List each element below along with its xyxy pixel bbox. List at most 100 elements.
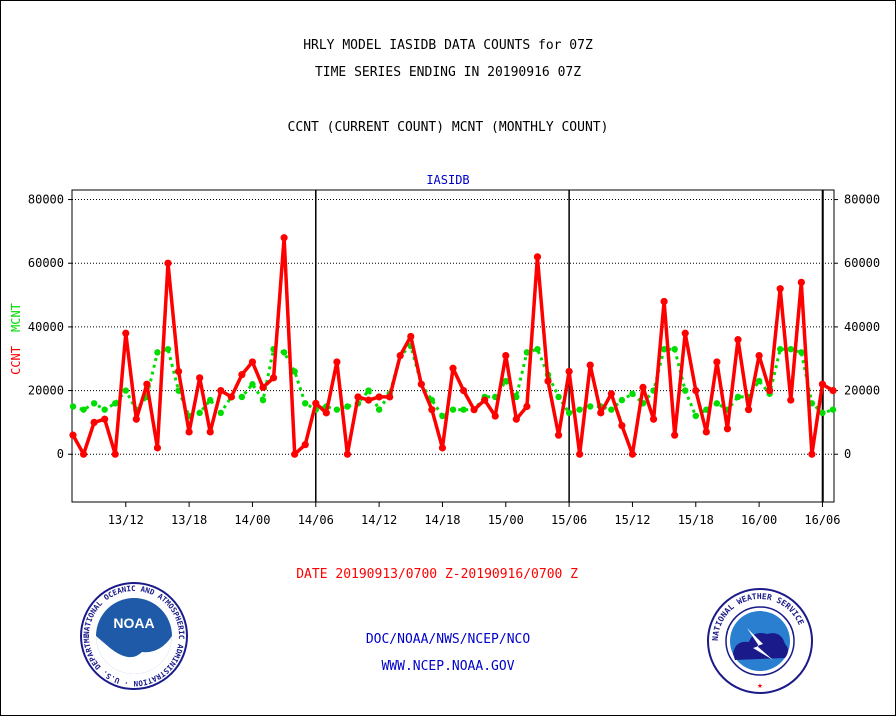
data-point-ccnt (386, 393, 394, 401)
data-point-ccnt (766, 386, 774, 395)
data-point-mcnt (618, 396, 626, 404)
data-point-ccnt (818, 380, 827, 388)
x-tick-label: 16/00 (741, 513, 777, 527)
data-point-ccnt (502, 351, 510, 360)
x-tick-label: 13/18 (171, 513, 207, 527)
data-point-ccnt (164, 259, 172, 267)
data-point-ccnt (702, 428, 710, 436)
data-point-mcnt (692, 412, 699, 420)
data-point-ccnt (206, 428, 214, 436)
data-point-mcnt (587, 403, 594, 410)
data-point-ccnt (449, 364, 457, 372)
data-point-ccnt (586, 361, 594, 369)
data-point-ccnt (280, 234, 288, 242)
data-point-ccnt (618, 421, 626, 430)
data-point-mcnt (755, 377, 763, 385)
data-point-mcnt (101, 406, 108, 413)
x-axis-label: DATE 20190913/0700 Z-20190916/0700 Z (296, 567, 578, 582)
data-point-ccnt (217, 386, 225, 395)
footer-website: WWW.NCEP.NOAA.GOV (381, 659, 515, 674)
footer-org-path: DOC/NOAA/NWS/NCEP/NCO (365, 632, 531, 647)
data-point-ccnt (322, 409, 330, 417)
data-point-mcnt (80, 406, 87, 413)
data-point-mcnt (513, 393, 520, 401)
nws-star-icon: ★ (757, 681, 763, 691)
data-point-mcnt (280, 349, 288, 356)
data-point-mcnt (154, 349, 161, 356)
data-point-ccnt (470, 406, 478, 414)
data-point-ccnt (692, 386, 700, 395)
data-point-ccnt (660, 297, 668, 306)
y-tick-label-right: 0 (844, 447, 851, 461)
data-point-ccnt (649, 415, 658, 423)
data-point-mcnt (249, 381, 256, 388)
chart-title-line-2: TIME SERIES ENDING IN 20190916 07Z (314, 65, 582, 80)
data-point-ccnt (523, 402, 531, 411)
data-point-ccnt (628, 450, 637, 458)
y-axis-label-mcnt: MCNT (9, 303, 23, 332)
data-point-ccnt (491, 412, 499, 420)
y-tick-label-left: 20000 (28, 384, 64, 398)
chart-title-line-1: HRLY MODEL IASIDB DATA COUNTS for 07Z (303, 38, 593, 53)
y-tick-label-right: 40000 (844, 320, 880, 334)
data-point-mcnt (365, 387, 372, 394)
y-tick-label-left: 80000 (28, 193, 64, 207)
data-point-ccnt (291, 450, 299, 458)
data-point-mcnt (259, 396, 267, 404)
data-point-mcnt (291, 368, 298, 375)
data-point-mcnt (333, 406, 341, 413)
data-point-ccnt (90, 418, 98, 427)
data-point-mcnt (196, 409, 203, 417)
data-point-ccnt (375, 393, 383, 401)
data-point-mcnt (523, 349, 531, 356)
data-point-mcnt (787, 345, 794, 353)
chart-subtitle: CCNT (CURRENT COUNT) MCNT (MONTHLY COUNT… (287, 120, 609, 135)
data-point-mcnt (713, 400, 721, 407)
y-axis-label-ccnt: CCNT (9, 346, 23, 375)
data-point-mcnt (777, 345, 784, 353)
data-point-ccnt (312, 399, 320, 407)
data-point-ccnt (343, 450, 352, 458)
data-point-ccnt (808, 450, 816, 458)
data-point-ccnt (734, 336, 742, 344)
data-point-ccnt (185, 428, 193, 436)
data-point-mcnt (819, 409, 826, 417)
data-point-mcnt (207, 396, 214, 404)
data-point-ccnt (744, 406, 753, 414)
data-point-mcnt (534, 345, 541, 353)
data-point-mcnt (238, 393, 246, 401)
data-point-ccnt (459, 386, 468, 395)
data-point-ccnt (787, 396, 795, 404)
data-point-ccnt (238, 371, 246, 379)
data-point-mcnt (660, 345, 668, 353)
data-point-ccnt (396, 351, 404, 360)
noaa-logo: NATIONAL OCEANIC AND ATMOSPHERIC ADMINIS… (80, 582, 188, 690)
y-tick-label-right: 80000 (844, 193, 880, 207)
data-point-mcnt (608, 406, 615, 413)
data-point-mcnt (164, 345, 172, 353)
data-point-ccnt (269, 374, 278, 382)
data-point-ccnt (143, 380, 151, 388)
data-point-mcnt (829, 406, 837, 413)
data-point-ccnt (301, 441, 309, 449)
y-tick-label-left: 60000 (28, 256, 64, 270)
data-point-ccnt (364, 396, 373, 404)
data-point-ccnt (417, 380, 425, 388)
y-tick-label-left: 0 (57, 447, 64, 461)
data-point-mcnt (555, 393, 562, 401)
data-point-mcnt (439, 412, 446, 420)
x-tick-label: 16/06 (804, 513, 840, 527)
data-point-ccnt (79, 450, 88, 458)
data-point-mcnt (565, 409, 573, 417)
x-tick-label: 14/18 (424, 513, 460, 527)
data-point-mcnt (798, 349, 805, 356)
data-point-mcnt (112, 400, 119, 407)
data-point-ccnt (544, 377, 552, 385)
data-point-ccnt (829, 386, 837, 395)
chart-panel-title: IASIDB (426, 173, 469, 187)
data-point-ccnt (354, 393, 362, 401)
data-point-ccnt (554, 431, 563, 439)
data-point-mcnt (629, 390, 636, 397)
y-tick-label-left: 40000 (28, 320, 64, 334)
data-point-mcnt (302, 400, 309, 407)
